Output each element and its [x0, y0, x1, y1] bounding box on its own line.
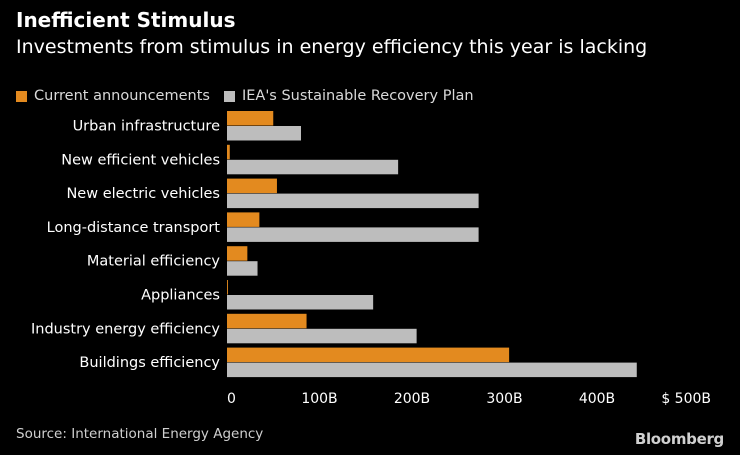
- legend: Current announcements IEA's Sustainable …: [16, 88, 488, 104]
- x-tick-label: $ 500B: [661, 391, 711, 407]
- category-label: New electric vehicles: [66, 186, 220, 202]
- category-label: Urban infrastructure: [73, 119, 221, 135]
- bar-iea-plan: [227, 126, 301, 141]
- source-note: Source: International Energy Agency: [16, 426, 264, 442]
- x-tick-label: 300B: [486, 391, 522, 407]
- bar-current-announcements: [227, 280, 228, 295]
- legend-swatch-iea: [223, 90, 235, 102]
- bar-iea-plan: [227, 159, 399, 175]
- bar-iea-plan: [227, 193, 479, 209]
- bar-current-announcements: [227, 313, 307, 329]
- category-label: New efficient vehicles: [61, 152, 220, 168]
- bar-current-announcements: [227, 347, 510, 363]
- legend-label-iea: IEA's Sustainable Recovery Plan: [241, 88, 474, 104]
- bar-current-announcements: [227, 111, 274, 126]
- category-label: Long-distance transport: [47, 220, 221, 236]
- bar-iea-plan: [227, 362, 637, 378]
- legend-item-iea: IEA's Sustainable Recovery Plan: [223, 88, 474, 104]
- chart-subtitle: Investments from stimulus in energy effi…: [16, 36, 648, 58]
- bar-current-announcements: [227, 178, 277, 194]
- bar-current-announcements: [227, 246, 248, 261]
- category-label: Industry energy efficiency: [31, 321, 220, 337]
- chart-title: Inefficient Stimulus: [16, 8, 236, 32]
- bar-iea-plan: [227, 227, 479, 242]
- bar-iea-plan: [227, 295, 374, 310]
- legend-label-current: Current announcements: [34, 88, 210, 104]
- bar-current-announcements: [227, 212, 260, 227]
- category-label: Buildings efficiency: [79, 355, 220, 371]
- bar-iea-plan: [227, 261, 258, 276]
- legend-swatch-current: [16, 90, 27, 102]
- category-label: Appliances: [141, 288, 220, 304]
- category-label: Material efficiency: [87, 254, 221, 270]
- x-tick-label: 100B: [301, 391, 337, 407]
- bar-iea-plan: [227, 328, 417, 344]
- bloomberg-logo: Bloomberg: [634, 430, 724, 448]
- bar-current-announcements: [227, 144, 230, 160]
- x-tick-label: 0: [227, 391, 236, 407]
- x-tick-label: 400B: [579, 391, 615, 407]
- x-tick-label: 200B: [394, 391, 430, 407]
- legend-item-current: Current announcements: [16, 88, 210, 104]
